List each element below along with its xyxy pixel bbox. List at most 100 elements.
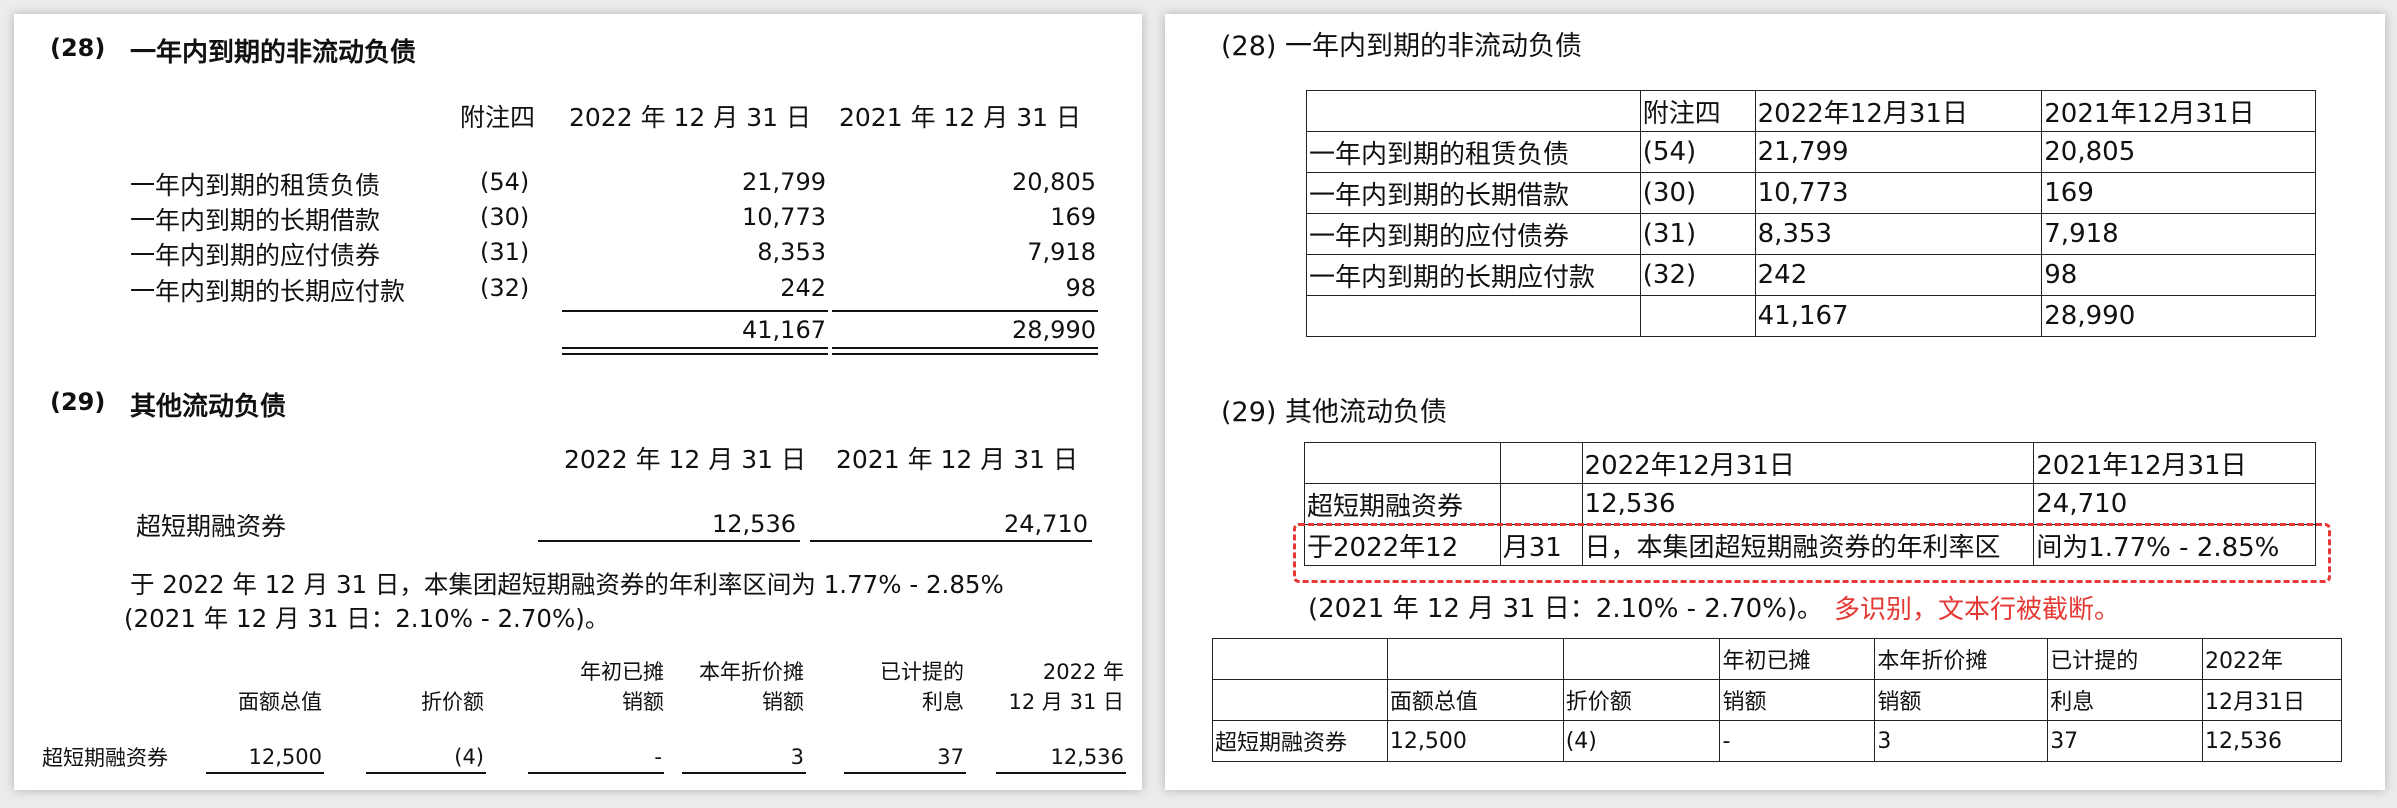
table-cell: 20,805: [2041, 131, 2316, 173]
row-value-2021: 98: [1065, 274, 1096, 302]
row-note: (30): [480, 203, 530, 231]
table-cell: 2022年: [2202, 638, 2342, 680]
table-cell: 41,167: [1754, 295, 2043, 337]
year-2021-header: 2021 年 12 月 31 日: [836, 445, 1078, 474]
detail-rule: [682, 772, 806, 774]
detail-value: 12,536: [1050, 745, 1124, 769]
row-label: 一年内到期的租赁负债: [130, 171, 381, 200]
table-cell: 附注四: [1639, 90, 1756, 132]
row-label: 一年内到期的应付债券: [130, 241, 381, 270]
table-cell: 21,799: [1754, 131, 2043, 173]
detail-rule: [366, 772, 486, 774]
interest-rate-paragraph-2021: (2021 年 12 月 31 日：2.10% - 2.70%)。: [1308, 594, 1824, 624]
table-cell: 已计提的: [2047, 638, 2204, 680]
table-cell: 2021年12月31日: [2041, 90, 2316, 132]
subtotal-rule: [832, 310, 1098, 312]
table-cell: 24,710: [2033, 483, 2316, 525]
table-cell: 12,500: [1386, 720, 1564, 762]
recognition-result-panel: (28) 一年内到期的非流动负债 附注四 2022年12月31日 2021年12…: [1165, 14, 2385, 790]
detail-header: 销额: [622, 690, 664, 714]
table-row: 一年内到期的长期应付款 (32) 242 98: [1306, 254, 2316, 296]
detail-rule: [528, 772, 664, 774]
table-row: 超短期融资券 12,500 (4) - 3 37 12,536: [1212, 720, 2342, 762]
row-label: 一年内到期的长期借款: [130, 206, 381, 235]
detail-rule: [996, 772, 1126, 774]
table-cell: 本年折价摊: [1874, 638, 2049, 680]
section-28-table: 附注四 2022年12月31日 2021年12月31日 一年内到期的租赁负债 (…: [1306, 90, 2316, 337]
table-cell: -: [1719, 720, 1876, 762]
table-cell: [1499, 442, 1583, 484]
interest-rate-paragraph: 于 2022 年 12 月 31 日，本集团超短期融资券的年利率区间为 1.77…: [130, 570, 1004, 599]
table-cell: 8,353: [1754, 213, 2043, 255]
table-cell: 销额: [1719, 679, 1876, 721]
detail-header: 销额: [762, 690, 804, 714]
value-rule: [810, 540, 1092, 542]
total-double-rule: [832, 347, 1098, 355]
note-column-header: 附注四: [460, 103, 536, 132]
table-cell: 一年内到期的应付债券: [1306, 213, 1641, 255]
detail-header: 面额总值: [238, 690, 322, 714]
total-2021: 28,990: [1012, 316, 1096, 344]
table-cell: 一年内到期的租赁负债: [1306, 131, 1641, 173]
table-cell: [1306, 295, 1641, 337]
detail-header-top: 本年折价摊: [699, 660, 804, 684]
detail-header: 利息: [922, 690, 964, 714]
table-cell: 销额: [1874, 679, 2049, 721]
table-cell: [1499, 483, 1583, 525]
table-cell: 242: [1754, 254, 2043, 296]
row-note: (32): [480, 274, 530, 302]
year-2022-header: 2022 年 12 月 31 日: [569, 103, 811, 132]
value-rule: [538, 540, 800, 542]
table-cell: [1306, 90, 1641, 132]
table-cell: 面额总值: [1386, 679, 1564, 721]
row-value-2022: 8,353: [757, 238, 826, 266]
table-cell: [1562, 638, 1721, 680]
row-value-2022: 242: [780, 274, 826, 302]
table-cell: 间为1.77% - 2.85%: [2033, 524, 2316, 566]
detail-value: 12,500: [248, 745, 322, 769]
table-total-row: 41,167 28,990: [1306, 295, 2316, 337]
row-note: (31): [480, 238, 530, 266]
table-cell: 折价额: [1562, 679, 1721, 721]
table-cell: 日，本集团超短期融资券的年利率区: [1581, 524, 2035, 566]
table-cell: 12,536: [1581, 483, 2035, 525]
table-cell: (31): [1639, 213, 1756, 255]
interest-rate-paragraph-2021: (2021 年 12 月 31 日：2.10% - 2.70%)。: [124, 604, 610, 633]
detail-header: 12 月 31 日: [1008, 690, 1124, 714]
table-cell: [1212, 638, 1388, 680]
table-cell: 37: [2047, 720, 2204, 762]
row-label: 超短期融资券: [136, 512, 287, 541]
table-cell: 12月31日: [2202, 679, 2342, 721]
table-row: 一年内到期的应付债券 (31) 8,353 7,918: [1306, 213, 2316, 255]
table-cell: 98: [2041, 254, 2316, 296]
table-cell: 一年内到期的长期借款: [1306, 172, 1641, 214]
table-cell: 年初已摊: [1719, 638, 1876, 680]
original-document-panel: (28) 一年内到期的非流动负债 附注四 2022 年 12 月 31 日 20…: [14, 14, 1142, 790]
detail-rule: [844, 772, 966, 774]
table-cell: [1304, 442, 1501, 484]
detail-row-label: 超短期融资券: [42, 746, 168, 770]
detail-header-top: 年初已摊: [580, 660, 664, 684]
detail-table: 年初已摊 本年折价摊 已计提的 2022年 面额总值 折价额 销额 销额 利息 …: [1212, 638, 2342, 762]
detail-rule: [206, 772, 324, 774]
section-29-title: (29) 其他流动负债: [1221, 397, 1448, 428]
table-row: 一年内到期的长期借款 (30) 10,773 169: [1306, 172, 2316, 214]
table-cell: 169: [2041, 172, 2316, 214]
row-value-2021: 7,918: [1027, 238, 1096, 266]
table-cell: 超短期融资券: [1304, 483, 1501, 525]
row-value-2022: 12,536: [712, 510, 796, 538]
row-note: (54): [480, 168, 530, 196]
section-29-table: 2022年12月31日 2021年12月31日 超短期融资券 12,536 24…: [1304, 442, 2316, 566]
table-header-row: 面额总值 折价额 销额 销额 利息 12月31日: [1212, 679, 2342, 721]
table-cell: 2021年12月31日: [2033, 442, 2316, 484]
table-row: 一年内到期的租赁负债 (54) 21,799 20,805: [1306, 131, 2316, 173]
row-value-2021: 24,710: [1004, 510, 1088, 538]
detail-value: (4): [454, 745, 484, 769]
table-header-row: 2022年12月31日 2021年12月31日: [1304, 442, 2316, 484]
row-label: 一年内到期的长期应付款: [130, 277, 406, 306]
section-29-title: 其他流动负债: [130, 392, 287, 422]
table-cell: (54): [1639, 131, 1756, 173]
table-cell: [1386, 638, 1564, 680]
detail-header-top: 2022 年: [1042, 660, 1124, 684]
table-cell: 超短期融资券: [1212, 720, 1388, 762]
